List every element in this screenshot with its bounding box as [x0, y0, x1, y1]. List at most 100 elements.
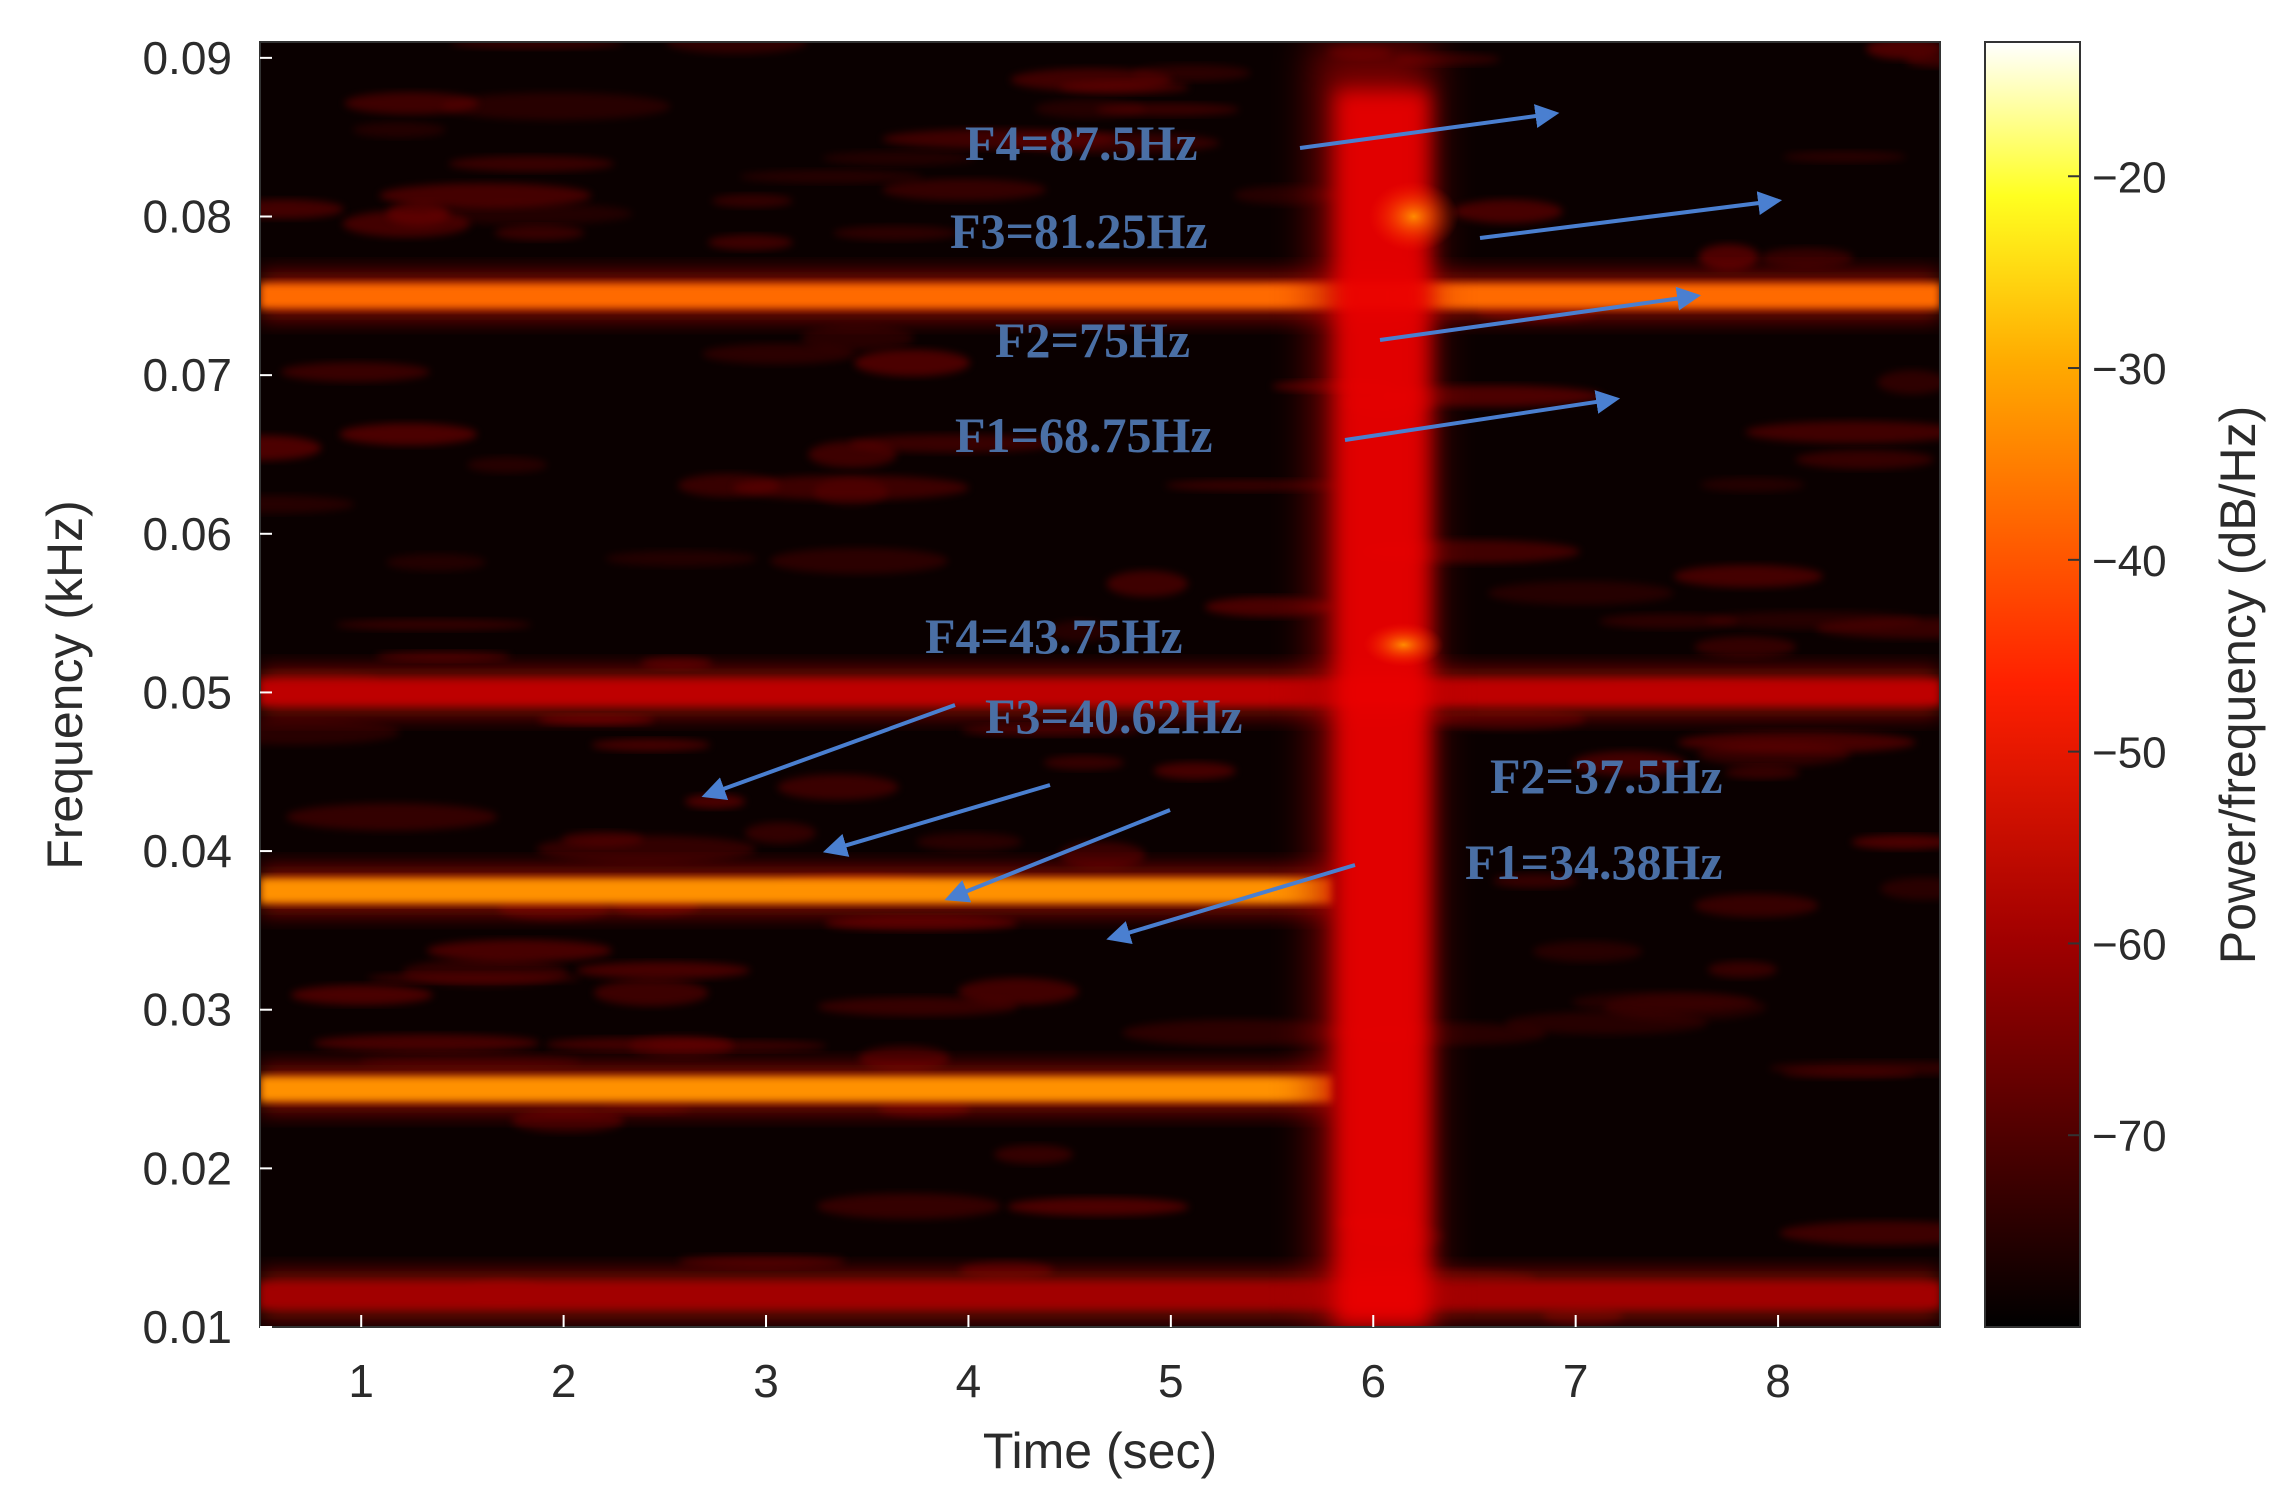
noise-blob — [1096, 103, 1240, 117]
burst-hotspot — [1363, 622, 1444, 667]
noise-blob — [1048, 620, 1109, 642]
noise-blob — [1599, 613, 1739, 629]
y-tick-label: 0.01 — [142, 1301, 232, 1353]
plot-frame — [259, 41, 1941, 1328]
noise-blob — [1724, 765, 1800, 779]
broadband-burst — [1334, 89, 1430, 1327]
noise-blob — [1705, 611, 1921, 630]
noise-blob — [816, 1193, 1002, 1219]
noise-blob — [739, 170, 923, 184]
noise-blob — [1779, 1221, 1940, 1245]
noise-blob — [769, 547, 949, 574]
noise-blob — [1880, 877, 1940, 900]
spectral-band — [260, 1076, 1333, 1103]
y-axis-label: Frequency (kHz) — [37, 500, 93, 870]
noise-blob — [957, 978, 1079, 1005]
y-tick-label: 0.05 — [142, 666, 232, 718]
noise-blob — [466, 456, 548, 473]
noise-blob — [260, 435, 322, 461]
noise-blob — [379, 183, 592, 208]
annotations: F4=87.5Hz F3=81.25Hz F2=75Hz F1=68.75Hz F4=4… — [701, 104, 1783, 945]
background-noise — [260, 42, 1940, 1326]
noise-blob — [1877, 370, 1940, 395]
noise-blob — [1700, 477, 1805, 492]
noise-blob — [854, 349, 971, 377]
noise-blob — [545, 1037, 731, 1052]
annotation-label: F1=68.75Hz — [955, 407, 1213, 463]
colorbar-tick-label: −20 — [2092, 153, 2167, 202]
noise-blob — [1532, 941, 1643, 962]
colorbar-tick-label: −60 — [2092, 920, 2167, 969]
noise-blob — [402, 958, 569, 986]
noise-blob — [916, 832, 1023, 851]
x-tick-label: 2 — [551, 1355, 577, 1407]
noise-blob — [1453, 199, 1563, 224]
noise-blob — [450, 42, 623, 49]
noise-blob — [817, 997, 1018, 1017]
noise-blob — [1782, 151, 1907, 163]
noise-blob — [1106, 570, 1189, 597]
spectral-band — [260, 679, 1940, 706]
noise-blob — [666, 42, 808, 54]
noise-blob — [1698, 244, 1760, 270]
colorbar-tick-label: −30 — [2092, 345, 2167, 394]
x-tick-label: 3 — [753, 1355, 779, 1407]
noise-blob — [386, 553, 487, 571]
noise-blob — [593, 979, 709, 1006]
annotation-arrow — [1344, 390, 1621, 442]
noise-blob — [777, 774, 899, 800]
noise-blob — [733, 475, 969, 500]
annotation-arrow — [1299, 104, 1560, 150]
x-axis-label: Time (sec) — [983, 1423, 1217, 1479]
colorbar-label: Power/frequency (dB/Hz) — [2210, 406, 2266, 965]
noise-blob — [260, 199, 344, 219]
noise-blob — [359, 1053, 581, 1069]
noise-blob — [260, 495, 355, 514]
noise-blob — [684, 794, 746, 809]
noise-blob — [707, 234, 794, 251]
noise-blob — [511, 1109, 625, 1133]
noise-blob — [858, 1045, 950, 1071]
noise-blob — [711, 194, 793, 208]
noise-blob — [1707, 961, 1778, 978]
noise-blob — [800, 325, 915, 351]
colorbar: −20 −30 −40 −50 −60 −70 Power/frequency (dB/H… — [1984, 41, 2266, 1328]
colorbar-tick-label: −70 — [2092, 1112, 2167, 1161]
noise-blob — [1866, 42, 1940, 60]
noise-blob — [821, 151, 976, 166]
x-tick-label: 4 — [956, 1355, 982, 1407]
noise-blob — [441, 92, 671, 121]
noise-blob — [881, 178, 1047, 201]
x-axis: 1 2 3 4 5 6 7 8 — [348, 1315, 1791, 1407]
noise-blob — [678, 1255, 846, 1268]
noise-blob — [313, 1034, 540, 1052]
noise-blob — [290, 984, 433, 1005]
x-tick-label: 5 — [1158, 1355, 1184, 1407]
noise-blob — [286, 803, 498, 831]
y-tick-label: 0.07 — [142, 349, 232, 401]
y-tick-label: 0.06 — [142, 508, 232, 560]
noise-blob — [1745, 421, 1940, 444]
noise-blob — [561, 831, 643, 847]
colorbar-tick-label: −40 — [2092, 537, 2167, 586]
noise-blob — [961, 724, 1143, 737]
spectral-band — [260, 877, 1333, 904]
y-tick-label: 0.09 — [142, 32, 232, 84]
annotation-arrow — [1479, 191, 1783, 240]
noise-blob — [280, 362, 431, 382]
annotation-label: F3=40.62Hz — [985, 688, 1243, 744]
noise-blob — [1043, 755, 1125, 770]
noise-blob — [1697, 742, 1851, 766]
noise-blob — [494, 225, 585, 241]
noise-blob — [260, 719, 401, 745]
noise-blob — [339, 423, 478, 446]
noise-blob — [1694, 893, 1819, 918]
x-tick-label: 7 — [1563, 1355, 1589, 1407]
noise-blob — [591, 738, 711, 752]
noise-blob — [1571, 991, 1755, 1013]
annotation-label: F3=81.25Hz — [950, 203, 1208, 259]
noise-blob — [1058, 841, 1146, 869]
x-tick-label: 8 — [1765, 1355, 1791, 1407]
noise-blob — [849, 434, 1057, 453]
